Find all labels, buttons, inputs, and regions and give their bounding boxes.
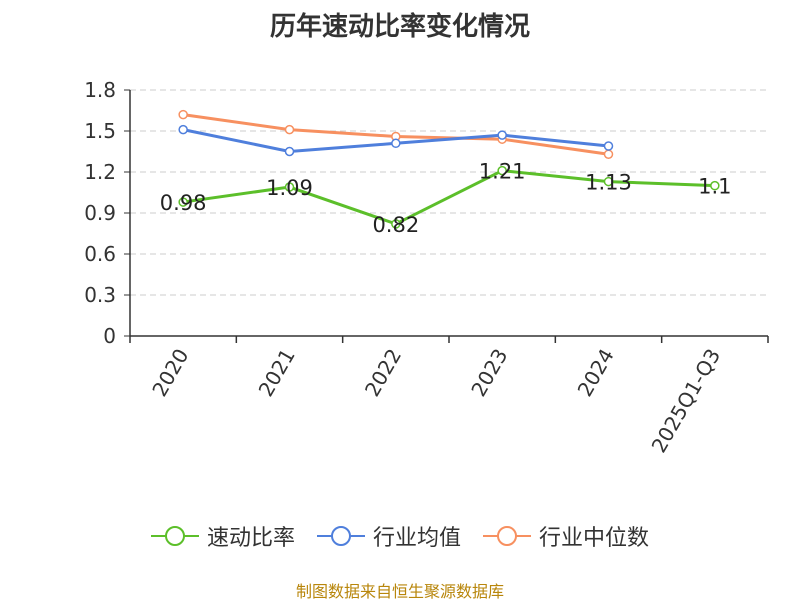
legend-label-industry-mean: 行业均值 [372, 526, 461, 551]
data-point-0 [603, 176, 614, 187]
data-point-1 [497, 130, 507, 140]
legend-marker-industry-median [483, 526, 531, 546]
legend-item-industry-median[interactable]: 行业中位数 [483, 520, 649, 552]
data-label: 1.09 [266, 176, 313, 200]
data-point-1 [391, 138, 401, 149]
legend: 速动比率 行业均值 行业中位数 [0, 520, 800, 552]
y-tick-label: 0.3 [84, 283, 116, 307]
data-source-note: 制图数据来自恒生聚源数据库 [295, 582, 504, 601]
legend-item-industry-mean[interactable]: 行业均值 [316, 520, 461, 552]
series-line-0 [182, 169, 715, 226]
x-tick-label: 2025Q1-Q3 [646, 345, 725, 457]
y-tick-label: 1.8 [84, 78, 116, 102]
data-point-2 [603, 149, 614, 159]
legend-label-industry-median: 行业中位数 [539, 526, 650, 551]
y-tick-label: 1.5 [84, 119, 116, 143]
y-tick-label: 0.6 [84, 242, 116, 266]
legend-label-quick-ratio: 速动比率 [206, 526, 295, 551]
x-tick-label: 2020 [147, 345, 193, 401]
x-tick-label: 2023 [466, 344, 512, 400]
y-tick-label: 0.9 [84, 201, 116, 225]
data-point-2 [284, 124, 295, 135]
data-point-0 [391, 219, 401, 229]
y-tick-label: 1.2 [84, 160, 116, 184]
data-label: 1.1 [698, 175, 731, 199]
x-tick-label: 2021 [254, 345, 300, 401]
legend-item-quick-ratio[interactable]: 速动比率 [150, 520, 295, 552]
x-tick-label: 2024 [573, 345, 619, 401]
y-tick-label: 0 [103, 324, 116, 348]
data-point-0 [497, 165, 507, 176]
data-label: 0.98 [160, 191, 207, 215]
data-point-1 [178, 124, 188, 135]
data-point-1 [603, 141, 614, 151]
data-label: 1.21 [479, 160, 526, 184]
legend-marker-industry-mean [316, 526, 365, 546]
data-point-0 [178, 197, 188, 207]
data-point-1 [284, 146, 295, 157]
data-label: 0.82 [372, 213, 419, 237]
x-tick-label: 2022 [360, 345, 406, 401]
chart-title: 历年速动比率变化情况 [269, 12, 530, 42]
data-point-0 [710, 180, 720, 191]
legend-marker-quick-ratio [150, 526, 199, 546]
data-point-2 [178, 109, 188, 120]
data-point-0 [284, 182, 295, 192]
data-label: 1.13 [585, 171, 632, 195]
